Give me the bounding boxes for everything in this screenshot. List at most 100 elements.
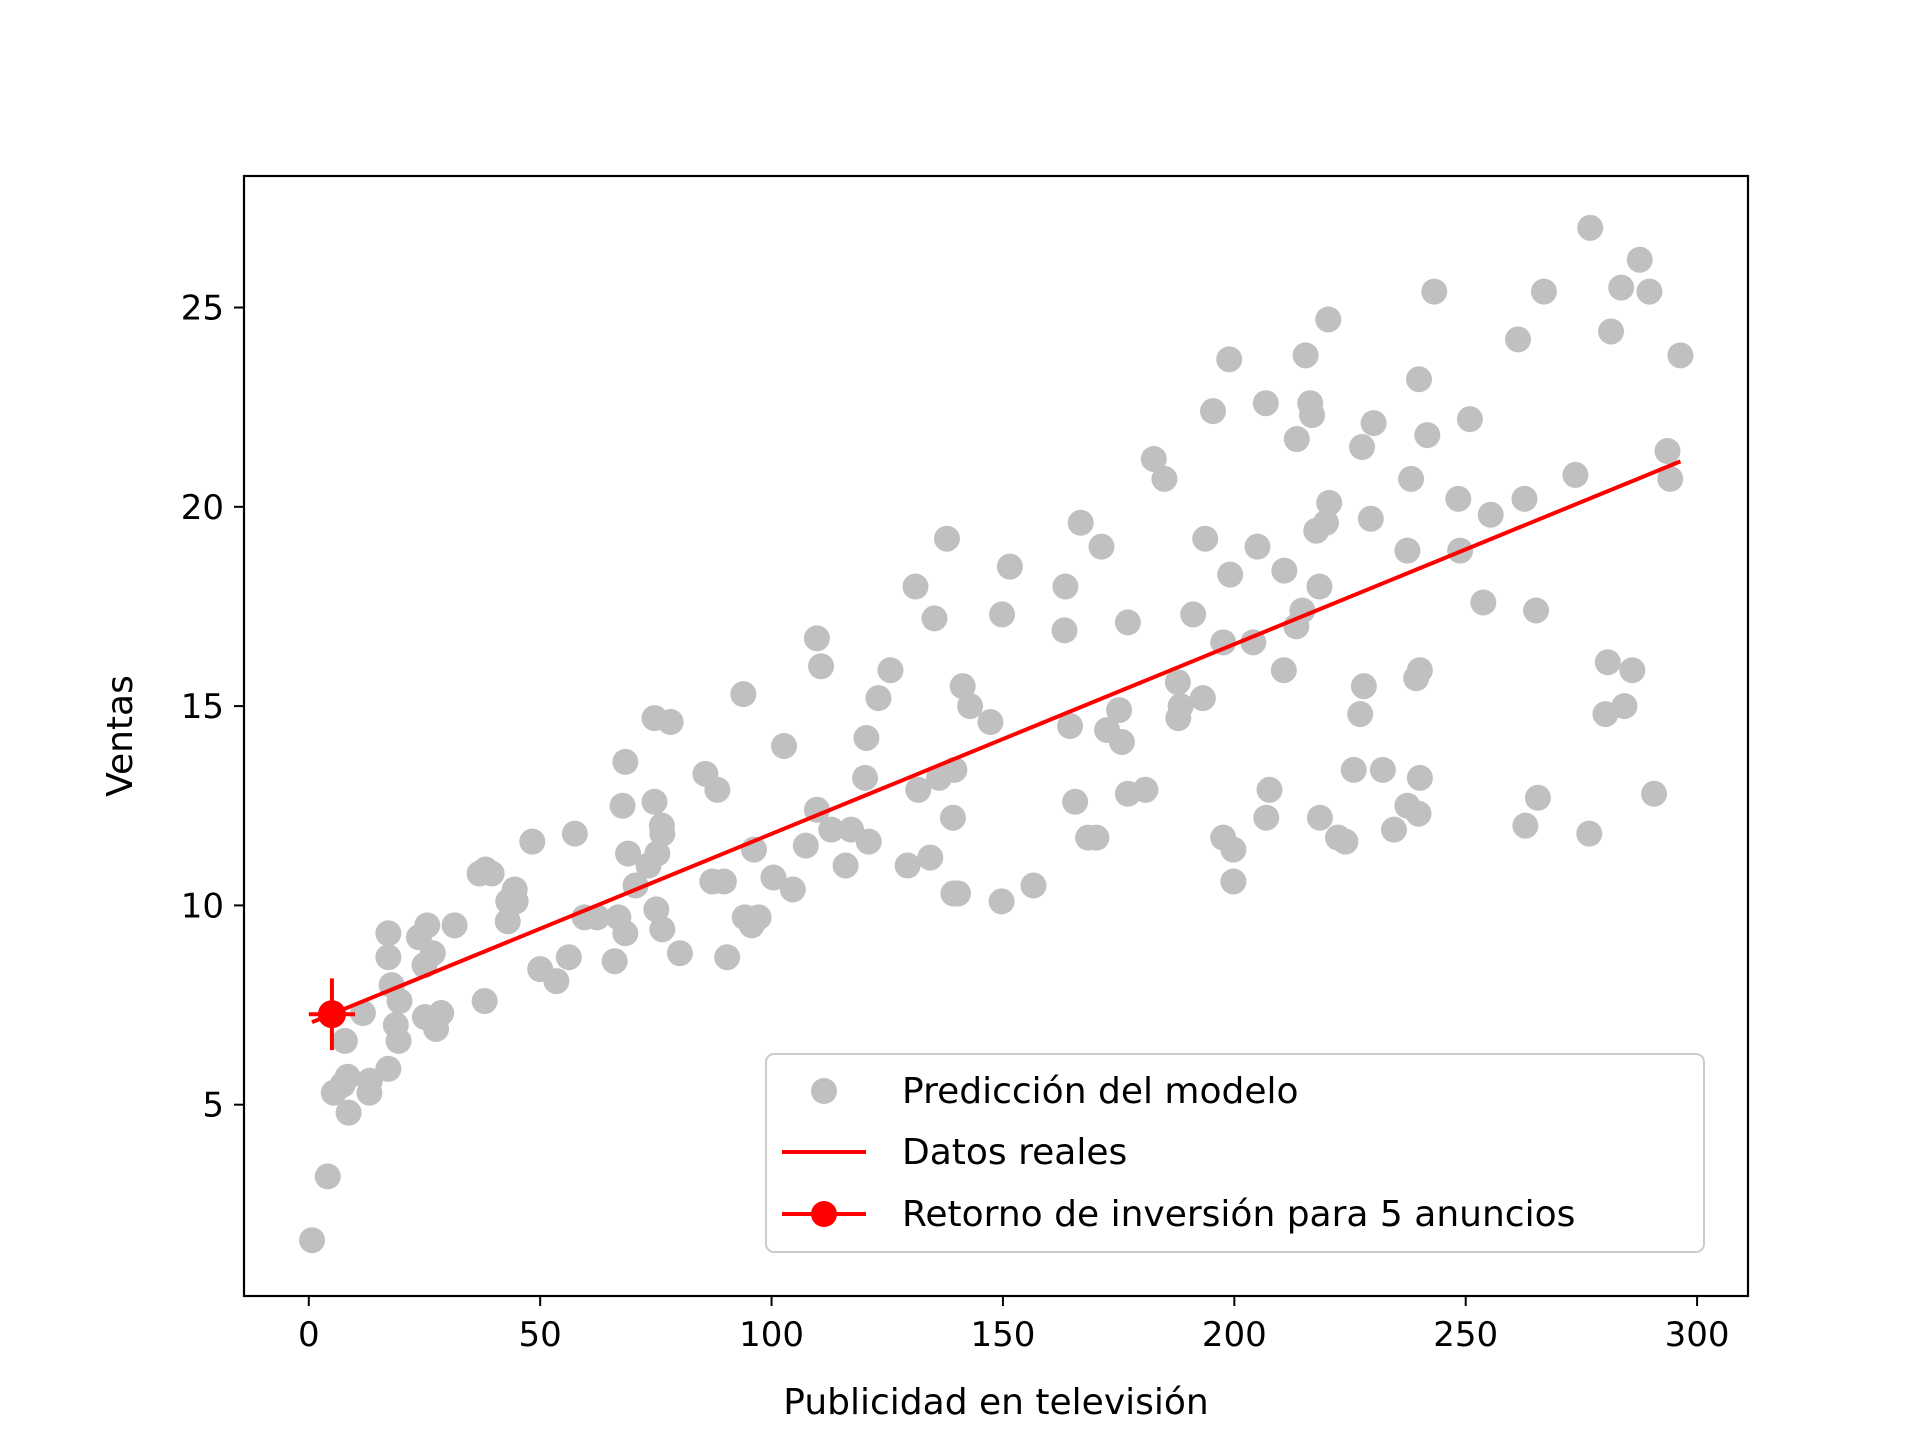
scatter-point: [760, 864, 787, 891]
scatter-point: [1220, 868, 1247, 895]
scatter-point: [1062, 788, 1089, 815]
scatter-point: [1636, 278, 1663, 305]
legend: Predicción del modelo Datos reales Retor…: [765, 1053, 1705, 1253]
scatter-point: [1369, 756, 1396, 783]
plot-area: [299, 214, 1694, 1254]
scatter-point: [1350, 673, 1377, 700]
scatter-point: [957, 693, 984, 720]
scatter-point: [855, 828, 882, 855]
legend-marker-scatter: [811, 1078, 837, 1104]
scatter-point: [1312, 509, 1339, 536]
y-tick-label: 10: [181, 886, 224, 926]
scatter-point: [1271, 557, 1298, 584]
y-tick-label: 15: [181, 687, 224, 727]
scatter-point: [977, 709, 1004, 736]
scatter-point: [543, 968, 570, 995]
scatter-point: [1108, 728, 1135, 755]
x-tick-label: 150: [970, 1315, 1035, 1355]
scatter-point: [989, 601, 1016, 628]
scatter-point: [1347, 701, 1374, 728]
scatter-point: [609, 792, 636, 819]
scatter-point: [1283, 426, 1310, 453]
scatter-point: [1270, 657, 1297, 684]
scatter-point: [832, 852, 859, 879]
scatter-point: [471, 988, 498, 1015]
scatter-point: [643, 896, 670, 923]
scatter-point: [917, 844, 944, 871]
scatter-point: [1577, 214, 1604, 241]
scatter-point: [1220, 836, 1247, 863]
scatter-point: [1088, 533, 1115, 560]
scatter-point: [1641, 780, 1668, 807]
scatter-point: [1530, 278, 1557, 305]
legend-box: [765, 1053, 1705, 1253]
scatter-point: [1106, 697, 1133, 724]
scatter-point: [1626, 246, 1653, 273]
x-tick-label: 0: [298, 1315, 320, 1355]
scatter-point: [1067, 509, 1094, 536]
y-tick-label: 20: [181, 488, 224, 528]
scatter-point: [649, 820, 676, 847]
scatter-point: [349, 1000, 376, 1027]
scatter-point: [1299, 402, 1326, 429]
scatter-point: [1594, 649, 1621, 676]
scatter-point: [601, 948, 628, 975]
scatter-point: [1405, 800, 1432, 827]
scatter-point: [1189, 685, 1216, 712]
scatter-point: [335, 1099, 362, 1126]
scatter-point: [375, 944, 402, 971]
y-axis: 5 10 15 20 25: [181, 289, 244, 1126]
scatter-point: [494, 908, 521, 935]
scatter-point: [478, 860, 505, 887]
scatter-point: [612, 920, 639, 947]
scatter-point: [1456, 406, 1483, 433]
scatter-point: [852, 764, 879, 791]
scatter-point: [1421, 278, 1448, 305]
scatter-point: [730, 681, 757, 708]
scatter-point: [1405, 366, 1432, 393]
scatter-point: [1256, 776, 1283, 803]
scatter-point: [1315, 306, 1342, 333]
y-tick-label: 5: [202, 1086, 224, 1126]
scatter-point: [710, 868, 737, 895]
scatter-point: [905, 776, 932, 803]
legend-label-scatter: Predicción del modelo: [902, 1071, 1299, 1112]
scatter-point: [1052, 573, 1079, 600]
scatter-point: [1512, 812, 1539, 839]
scatter-point: [331, 1027, 358, 1054]
scatter-point: [299, 1227, 326, 1254]
scatter-point: [1523, 597, 1550, 624]
x-axis: 0 50 100 150 200 250 300: [298, 1296, 1730, 1355]
scatter-point: [561, 820, 588, 847]
roi-point: [317, 1000, 346, 1029]
scatter-point: [1167, 693, 1194, 720]
axes-frame: [242, 174, 1750, 1298]
scatter-point: [1608, 274, 1635, 301]
scatter-point: [933, 525, 960, 552]
scatter-point: [1598, 318, 1625, 345]
scatter-point: [1332, 828, 1359, 855]
scatter-point: [1414, 422, 1441, 449]
scatter-point: [877, 657, 904, 684]
scatter-point: [1192, 525, 1219, 552]
scatter-point: [382, 1011, 409, 1038]
scatter-point: [1394, 537, 1421, 564]
scatter-point: [1253, 804, 1280, 831]
scatter-point: [334, 1063, 361, 1090]
scatter-point: [1292, 342, 1319, 369]
scatter-point: [792, 832, 819, 859]
scatter-point: [945, 880, 972, 907]
scatter-point: [441, 912, 468, 939]
scatter-point: [1340, 756, 1367, 783]
x-tick-label: 250: [1433, 1315, 1498, 1355]
scatter-point: [414, 912, 441, 939]
scatter-point: [1252, 390, 1279, 417]
scatter-point: [375, 920, 402, 947]
x-axis-label: Publicidad en televisión: [783, 1382, 1208, 1423]
x-tick-label: 300: [1665, 1315, 1730, 1355]
scatter-point: [1357, 505, 1384, 532]
scatter-point: [1360, 410, 1387, 437]
scatter-point: [428, 1000, 455, 1027]
scatter-point: [1445, 485, 1472, 512]
